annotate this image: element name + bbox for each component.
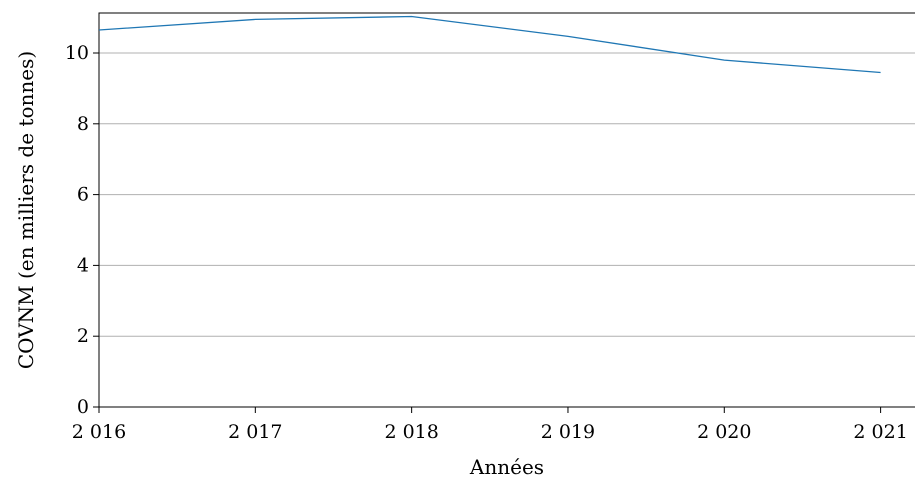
y-tick-label: 8 (77, 113, 89, 135)
x-tick-label: 2 020 (697, 421, 751, 443)
x-tick-label: 2 019 (541, 421, 595, 443)
y-axis-ticks: 0 2 4 6 8 10 (65, 42, 99, 418)
x-tick-label: 2 017 (228, 421, 282, 443)
axes (98, 12, 915, 408)
y-tick-label: 0 (77, 396, 89, 418)
x-tick-label: 2 016 (72, 421, 126, 443)
series-line (98, 15, 881, 74)
series (98, 15, 881, 74)
y-tick-label: 6 (77, 184, 89, 206)
y-tick-label: 2 (77, 325, 89, 347)
x-axis-ticks: 2 016 2 017 2 018 2 019 2 020 2 021 (72, 407, 908, 443)
x-tick-label: 2 018 (384, 421, 438, 443)
x-axis-title: Années (469, 455, 544, 477)
y-axis-title: COVNM (en milliers de tonnes) (14, 51, 38, 369)
y-tick-label: 4 (77, 254, 89, 276)
grid-lines (99, 52, 915, 337)
x-tick-label: 2 021 (853, 421, 907, 443)
axes-frame (98, 12, 915, 408)
y-tick-label: 10 (65, 42, 89, 64)
